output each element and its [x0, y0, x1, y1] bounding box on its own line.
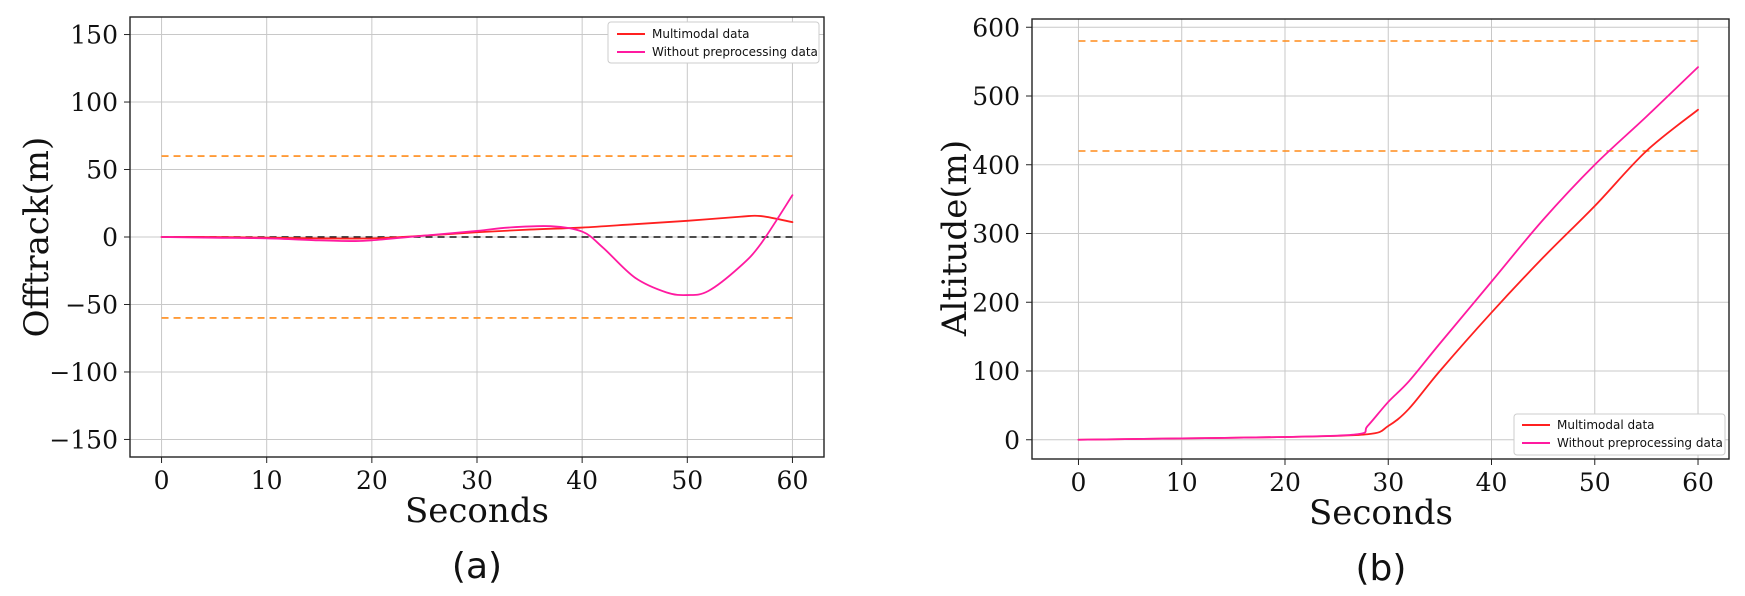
chart-b-y-tick-label: 400 [972, 151, 1020, 180]
chart-a: 0 10 20 30 40 50 60 −150 −100 −50 0 50 100 150 Secon… [17, 16, 825, 587]
chart-b-x-ticks: 0 10 20 30 40 50 60 [1071, 459, 1714, 497]
chart-b-grid [1032, 19, 1729, 459]
chart-a-series [160, 194, 794, 297]
chart-a-legend-label-multimodal: Multimodal data [652, 27, 750, 41]
chart-a-y-tick-label: 150 [70, 21, 118, 50]
chart-b: 0 10 20 30 40 50 60 0 100 200 300 400 500 600 Second… [935, 13, 1730, 589]
chart-b-x-tick-label: 60 [1682, 468, 1714, 497]
chart-b-reference-lines [1078, 40, 1699, 152]
chart-a-x-ticks: 0 10 20 30 40 50 60 [154, 457, 809, 495]
chart-b-legend: Multimodal data Without preprocessing da… [1513, 413, 1726, 456]
chart-a-x-tick-label: 20 [356, 466, 388, 495]
chart-a-x-tick-label: 40 [566, 466, 598, 495]
chart-b-series-line-without-preprocessing [1077, 66, 1699, 441]
chart-b-x-tick-label: 0 [1071, 468, 1087, 497]
chart-b-y-axis-title: Altitude(m) [935, 140, 975, 337]
chart-b-x-tick-label: 30 [1372, 468, 1404, 497]
chart-a-series-line-without-preprocessing [160, 194, 794, 297]
chart-a-x-tick-label: 50 [671, 466, 703, 495]
chart-a-y-tick-label: 100 [70, 88, 118, 117]
chart-a-x-axis-title: Seconds [405, 491, 549, 531]
chart-b-x-axis-title: Seconds [1309, 493, 1453, 533]
chart-a-y-tick-label: −100 [49, 358, 118, 387]
chart-a-legend-box [607, 21, 820, 64]
chart-a-x-tick-label: 60 [777, 466, 809, 495]
chart-b-y-tick-label: 300 [972, 220, 1020, 249]
chart-a-y-tick-label: −50 [65, 290, 118, 319]
chart-a-panel-label: (a) [452, 546, 502, 587]
chart-b-x-tick-label: 40 [1476, 468, 1508, 497]
chart-b-x-tick-label: 50 [1579, 468, 1611, 497]
chart-a-x-tick-label: 0 [154, 466, 170, 495]
chart-b-panel-label: (b) [1356, 548, 1407, 589]
chart-a-x-tick-label: 30 [461, 466, 493, 495]
chart-b-legend-label-multimodal: Multimodal data [1557, 418, 1655, 432]
chart-a-y-tick-label: 50 [86, 156, 118, 185]
chart-a-y-tick-label: −150 [49, 425, 118, 454]
chart-a-legend-label-without-preprocessing: Without preprocessing data [652, 45, 818, 59]
chart-b-axes-frame [1031, 18, 1730, 460]
chart-b-series [1077, 66, 1699, 441]
chart-b-y-tick-label: 100 [972, 357, 1020, 386]
chart-b-y-tick-label: 500 [972, 82, 1020, 111]
chart-a-x-tick-label: 10 [251, 466, 283, 495]
chart-b-y-tick-label: 200 [972, 288, 1020, 317]
chart-b-x-tick-label: 10 [1166, 468, 1198, 497]
chart-b-x-tick-label: 20 [1269, 468, 1301, 497]
chart-a-legend: Multimodal data Without preprocessing da… [607, 21, 820, 64]
chart-b-y-ticks: 0 100 200 300 400 500 600 [972, 13, 1032, 455]
chart-a-y-axis-title: Offtrack(m) [17, 137, 57, 338]
chart-a-y-tick-label: 0 [102, 223, 118, 252]
chart-a-reference-lines [161, 155, 793, 319]
chart-b-y-tick-label: 0 [1004, 426, 1020, 455]
chart-b-y-tick-label: 600 [972, 13, 1020, 42]
chart-a-y-ticks: −150 −100 −50 0 50 100 150 [49, 21, 130, 454]
chart-b-legend-label-without-preprocessing: Without preprocessing data [1557, 436, 1723, 450]
chart-b-legend-box [1513, 413, 1726, 456]
